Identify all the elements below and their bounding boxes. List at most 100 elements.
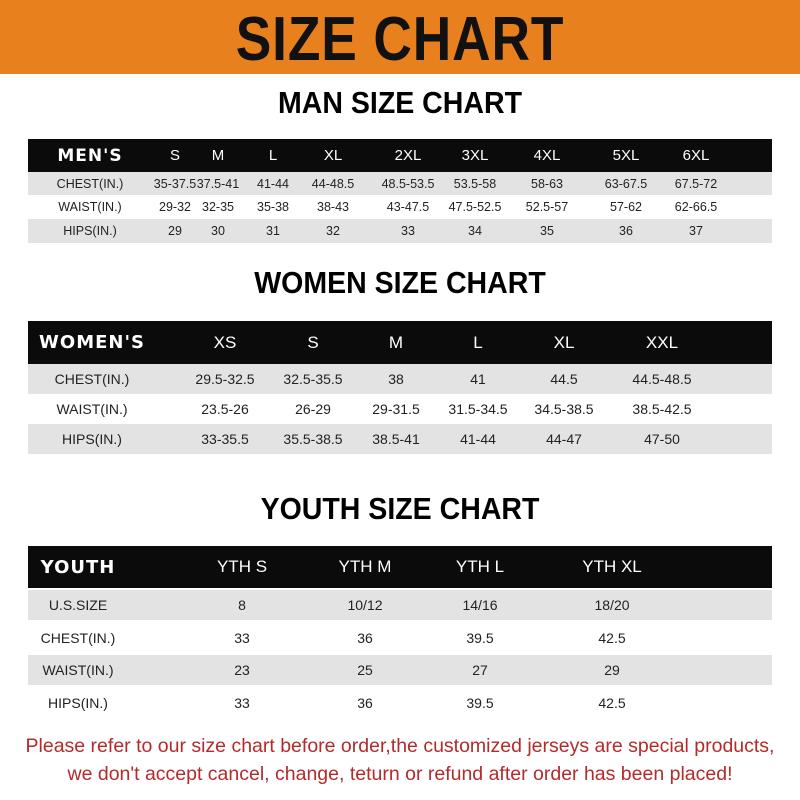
size-header-cell: XL [553, 332, 575, 352]
table-cell: 43-47.5 [386, 200, 430, 214]
size-header-cell: L [473, 332, 483, 352]
table-cell: 58-63 [531, 176, 563, 191]
size-header-cell: L [268, 147, 278, 164]
table-cell: 34.5-38.5 [534, 401, 594, 417]
women-header-row: WOMEN'S XS S M L XL XXL [28, 321, 772, 364]
table-cell: 38.5-41 [372, 431, 420, 447]
men-header-row: MEN'S S M L XL 2XL 3XL 4XL 5XL 6XL [28, 139, 772, 172]
table-cell: 42.5 [598, 694, 626, 711]
table-cell: 23.5-26 [201, 401, 249, 417]
size-header-cell: 6XL [682, 147, 710, 164]
table-cell: 38.5-42.5 [632, 401, 692, 417]
table-cell: 35 [540, 224, 554, 238]
table-cell: 35.5-38.5 [283, 431, 343, 447]
footer-notice-line-2: we don't accept cancel, change, teturn o… [67, 763, 733, 785]
size-header-cell: 3XL [461, 147, 489, 164]
table-cell: 30 [211, 224, 225, 238]
table-cell: 33 [401, 224, 415, 238]
footer-notice-line-1: Please refer to our size chart before or… [25, 735, 775, 757]
measurement-label: U.S.SIZE [48, 597, 108, 613]
table-cell: 39.5 [466, 694, 494, 711]
table-cell: 29-32 [159, 200, 191, 214]
table-cell: 44.5 [550, 371, 578, 387]
table-row: HIPS(IN.) 33-35.5 35.5-38.5 38.5-41 41-44 44-… [28, 424, 772, 454]
table-row: WAIST(IN.) 23.5-26 26-29 29-31.5 31.5-34.5 34… [28, 394, 772, 424]
table-cell: 57-62 [610, 200, 642, 214]
table-cell: 47.5-52.5 [448, 200, 502, 214]
table-cell: 36 [357, 629, 373, 646]
size-header-cell: XS [213, 332, 237, 352]
table-cell: 44-47 [546, 431, 582, 447]
table-cell: 52.5-57 [525, 200, 569, 214]
table-cell: 35-38 [257, 200, 289, 214]
table-cell: 32 [326, 224, 340, 238]
men-section-title: MAN SIZE CHART [277, 85, 523, 120]
table-cell: 33 [234, 629, 250, 646]
banner: SIZE CHART [0, 0, 800, 74]
table-cell: 29 [604, 662, 620, 678]
table-cell: 38-43 [317, 200, 349, 214]
table-cell: 44.5-48.5 [632, 371, 692, 387]
size-header-cell: 2XL [394, 147, 422, 164]
table-cell: 23 [234, 662, 250, 678]
size-header-cell: M [388, 332, 404, 352]
table-cell: 26-29 [295, 401, 331, 417]
table-cell: 37 [689, 224, 703, 238]
table-row: CHEST(IN.) 29.5-32.5 32.5-35.5 38 41 44.5 44.5… [28, 364, 772, 394]
measurement-label: WAIST(IN.) [42, 662, 114, 678]
size-header-cell: M [211, 147, 225, 164]
table-cell: 41 [470, 371, 486, 387]
table-cell: 29 [168, 224, 182, 238]
table-cell: 48.5-53.5 [381, 176, 435, 191]
table-cell: 62-66.5 [674, 200, 718, 214]
table-cell: 41-44 [257, 176, 289, 191]
table-row: WAIST(IN.) 29-32 32-35 35-38 38-43 43-47.5 47.… [28, 195, 772, 219]
table-corner-label: MEN'S [57, 145, 123, 166]
size-header-cell: S [169, 147, 181, 164]
table-cell: 14/16 [462, 597, 498, 613]
size-header-cell: 4XL [533, 147, 561, 164]
table-cell: 25 [357, 662, 373, 678]
table-cell: 67.5-72 [674, 176, 718, 191]
table-row: WAIST(IN.) 23 25 27 29 [28, 655, 772, 685]
table-cell: 42.5 [598, 629, 626, 646]
measurement-label: WAIST(IN.) [56, 401, 128, 417]
size-header-cell: YTH L [455, 557, 505, 576]
banner-title: SIZE CHART [235, 5, 565, 74]
youth-header-row: YOUTH YTH S YTH M YTH L YTH XL [28, 546, 772, 588]
size-header-cell: S [307, 332, 319, 352]
table-cell: 35-37.5 [153, 176, 197, 191]
measurement-label: CHEST(IN.) [56, 176, 124, 191]
table-corner-label: YOUTH [40, 556, 116, 578]
measurement-label: CHEST(IN.) [40, 629, 116, 646]
size-header-cell: XL [323, 147, 343, 164]
table-cell: 36 [619, 224, 633, 238]
table-cell: 33 [234, 694, 250, 711]
youth-section-title: YOUTH SIZE CHART [260, 491, 540, 526]
table-cell: 27 [472, 662, 488, 678]
size-header-cell: YTH XL [582, 557, 642, 576]
table-cell: 44-48.5 [311, 176, 355, 191]
table-cell: 37.5-41 [196, 176, 240, 191]
measurement-label: HIPS(IN.) [62, 431, 122, 447]
measurement-label: HIPS(IN.) [48, 694, 108, 711]
size-header-cell: YTH S [216, 557, 268, 576]
measurement-label: HIPS(IN.) [63, 224, 117, 238]
table-cell: 29.5-32.5 [195, 371, 255, 387]
table-cell: 63-67.5 [604, 176, 648, 191]
table-cell: 18/20 [594, 597, 630, 613]
table-cell: 31.5-34.5 [448, 401, 508, 417]
table-cell: 32-35 [202, 200, 234, 214]
women-section-title: WOMEN SIZE CHART [254, 265, 546, 300]
table-cell: 53.5-58 [453, 176, 497, 191]
table-row: U.S.SIZE 8 10/12 14/16 18/20 [28, 590, 772, 620]
table-row: HIPS(IN.) 33 36 39.5 42.5 [28, 687, 772, 718]
table-row: CHEST(IN.) 33 36 39.5 42.5 [28, 622, 772, 653]
measurement-label: CHEST(IN.) [54, 371, 130, 387]
size-header-cell: 5XL [612, 147, 640, 164]
table-cell: 8 [238, 597, 246, 613]
table-cell: 41-44 [460, 431, 496, 447]
table-cell: 29-31.5 [372, 401, 420, 417]
table-cell: 32.5-35.5 [283, 371, 343, 387]
size-header-cell: YTH M [338, 557, 392, 576]
